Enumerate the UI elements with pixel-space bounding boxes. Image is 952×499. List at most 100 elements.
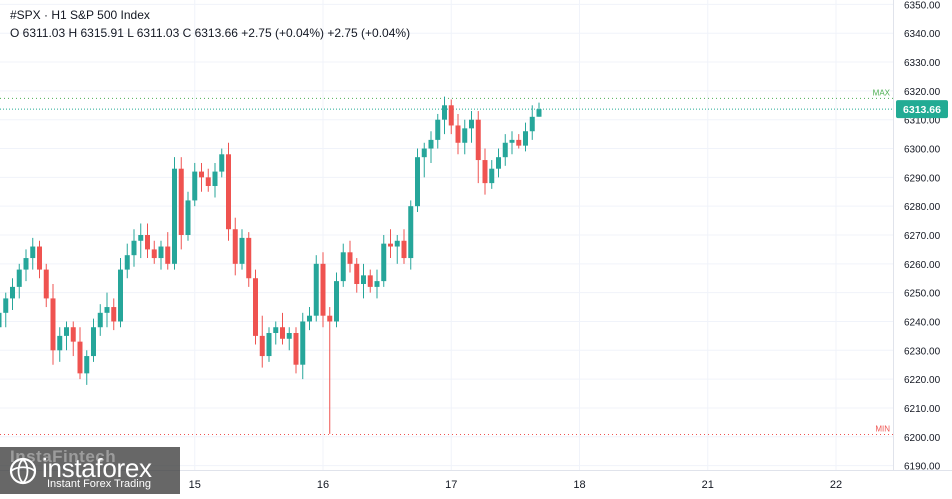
y-tick-label: 6300.00 (904, 145, 941, 156)
candle-body (408, 206, 414, 259)
candle-body (226, 154, 231, 230)
candle-body (381, 243, 387, 282)
y-tick-label: 6280.00 (904, 202, 941, 213)
candle-body (462, 128, 468, 143)
candle-body (334, 281, 339, 322)
instaforex-mark-icon (9, 457, 37, 485)
x-tick-label: 17 (445, 479, 457, 491)
candle-body (435, 119, 441, 140)
candle-body (482, 160, 488, 184)
candle-body (415, 157, 420, 207)
candle-body (165, 246, 171, 264)
candle-body (43, 269, 49, 299)
candle-body (118, 269, 123, 322)
x-tick-label: 16 (317, 479, 329, 491)
y-tick-label: 6260.00 (904, 260, 941, 271)
y-tick-label: 6240.00 (904, 317, 941, 328)
instaforex-logo: InstaFintech instaforex Instant Forex Tr… (0, 447, 180, 494)
candle-body (266, 333, 272, 357)
candle-body (509, 139, 515, 143)
candle-body (57, 335, 63, 351)
y-tick-label: 6190.00 (904, 462, 941, 473)
candle-body (340, 252, 346, 282)
candle-body (354, 263, 360, 284)
candle-body (529, 116, 535, 132)
y-tick-label: 6230.00 (904, 346, 941, 357)
candle-body (516, 139, 522, 146)
y-tick-label: 6320.00 (904, 87, 941, 98)
candle-body (151, 249, 157, 259)
candle-body (536, 109, 542, 117)
candle-body (30, 246, 36, 259)
candle-body (286, 333, 292, 339)
candle-body (0, 312, 2, 328)
candle-body (469, 119, 474, 129)
y-tick-label: 6340.00 (904, 29, 941, 40)
last-price-badge (896, 100, 948, 119)
candle-body (145, 235, 150, 250)
candle-body (475, 119, 481, 161)
candle-body (232, 229, 238, 264)
y-tick-label: 6310.00 (904, 116, 941, 127)
candle-body (327, 315, 333, 322)
logo-brand: instaforex (42, 453, 152, 483)
candle-body (185, 200, 191, 235)
candle-body (178, 168, 184, 235)
candle-body (394, 240, 400, 247)
candle-body (246, 237, 252, 279)
candle-body (361, 275, 366, 284)
candle-body (280, 327, 285, 339)
candle-body (448, 105, 454, 126)
candle-body (523, 131, 528, 146)
y-tick-label: 6330.00 (904, 58, 941, 69)
candle-body (273, 327, 279, 333)
candle-body (192, 171, 198, 201)
candle-body (172, 168, 177, 264)
candle-body (320, 263, 326, 316)
candle-body (300, 321, 306, 365)
candle-body (158, 246, 164, 259)
candle-body (138, 235, 144, 241)
max-label: MAX (873, 88, 891, 97)
min-label: MIN (875, 424, 890, 433)
candle-body (421, 148, 427, 158)
candle-body (77, 341, 83, 374)
candle-body (307, 315, 312, 322)
candle-body (388, 243, 393, 247)
y-tick-label: 6200.00 (904, 433, 941, 444)
logo-ghost-text: InstaFintech (10, 447, 117, 466)
chart-title: #SPX · H1 S&P 500 Index (10, 8, 150, 22)
ohlc-readout: O 6311.03 H 6315.91 L 6311.03 C 6313.66 … (10, 26, 411, 40)
candle-body (367, 275, 373, 287)
chart-legend: #SPX · H1 S&P 500 Index O 6311.03 H 6315… (10, 6, 410, 42)
y-tick-label: 6270.00 (904, 231, 941, 242)
candle-body (313, 263, 319, 316)
candle-body (205, 177, 211, 186)
candle-body (489, 168, 495, 184)
y-tick-label: 6250.00 (904, 289, 941, 300)
candle-body (124, 255, 130, 270)
last-price-label: 6313.66 (903, 104, 941, 116)
candle-body (64, 327, 69, 336)
y-tick-label: 6220.00 (904, 375, 941, 386)
candle-body (84, 356, 90, 374)
candle-body (111, 307, 117, 322)
candle-body (219, 154, 225, 172)
candle-body (293, 333, 299, 365)
candle-body (23, 258, 29, 270)
candle-body (199, 171, 204, 178)
candle-body (259, 335, 265, 357)
candle-body (37, 246, 42, 270)
x-tick-label: 18 (573, 479, 585, 491)
y-tick-label: 6290.00 (904, 173, 941, 184)
candle-body (70, 327, 76, 342)
candle-body (253, 278, 258, 336)
candle-body (91, 327, 96, 357)
x-tick-label: 15 (189, 479, 201, 491)
candle-body (131, 240, 137, 256)
candle-body (104, 307, 110, 313)
candle-body (496, 157, 501, 169)
candle-body (428, 139, 434, 149)
